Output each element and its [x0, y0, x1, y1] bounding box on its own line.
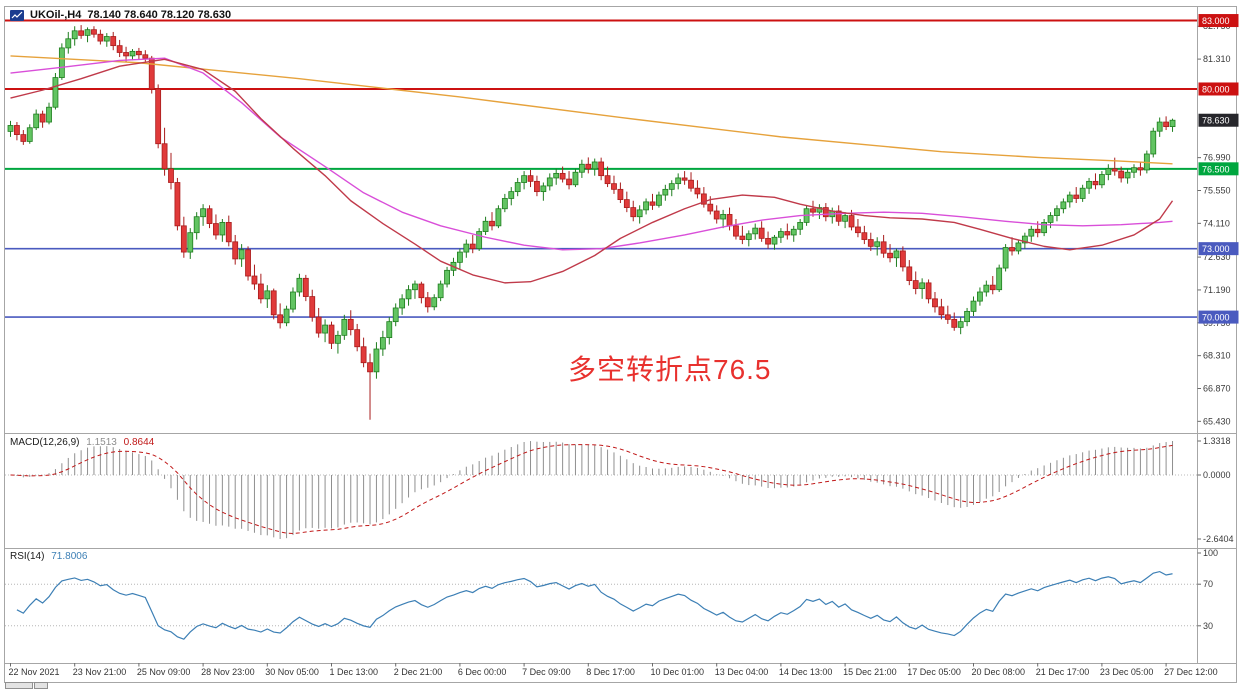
macd-axis: 1.3318 0.0000 -2.6404 [1197, 436, 1234, 544]
rsi-value: 71.8006 [51, 551, 88, 562]
svg-text:27 Dec 12:00: 27 Dec 12:00 [1164, 667, 1218, 677]
svg-text:7 Dec 09:00: 7 Dec 09:00 [522, 667, 571, 677]
macd-panel [5, 441, 1197, 539]
svg-text:66.870: 66.870 [1203, 383, 1231, 393]
symbol-period-label: UKOil-,H4 [30, 9, 82, 21]
svg-text:83.000: 83.000 [1202, 16, 1230, 26]
svg-text:13 Dec 04:00: 13 Dec 04:00 [715, 667, 769, 677]
macd-value-main: 1.1513 [86, 437, 117, 448]
svg-text:2 Dec 21:00: 2 Dec 21:00 [394, 667, 443, 677]
svg-text:80.000: 80.000 [1202, 84, 1230, 94]
svg-text:10 Dec 01:00: 10 Dec 01:00 [651, 667, 705, 677]
svg-text:30: 30 [1203, 621, 1213, 631]
time-axis: 22 Nov 2021 23 Nov 21:00 25 Nov 09:00 28 No… [9, 663, 1218, 677]
rsi-axis: 100 70 30 [1197, 548, 1218, 631]
rsi-line [16, 570, 1173, 640]
scrollbar-segment[interactable] [5, 682, 33, 689]
svg-text:70.000: 70.000 [1202, 313, 1230, 323]
chart-title: UKOil-,H4 78.140 78.640 78.120 78.630 [10, 9, 231, 21]
svg-text:68.310: 68.310 [1203, 351, 1231, 361]
svg-text:-2.6404: -2.6404 [1203, 534, 1234, 544]
svg-text:76.500: 76.500 [1202, 164, 1230, 174]
rsi-panel [5, 570, 1197, 640]
svg-text:1.3318: 1.3318 [1203, 436, 1231, 446]
svg-text:6 Dec 00:00: 6 Dec 00:00 [458, 667, 507, 677]
macd-value-signal: 0.8644 [123, 437, 155, 448]
scrollbar-segment[interactable] [34, 682, 48, 689]
svg-text:17 Dec 05:00: 17 Dec 05:00 [907, 667, 961, 677]
candles [7, 25, 1176, 420]
moving-averages [10, 55, 1174, 284]
rsi-name: RSI(14) [10, 551, 45, 562]
svg-text:0.0000: 0.0000 [1203, 470, 1231, 480]
svg-text:14 Dec 13:00: 14 Dec 13:00 [779, 667, 833, 677]
svg-text:1 Dec 13:00: 1 Dec 13:00 [330, 667, 379, 677]
svg-text:28 Nov 23:00: 28 Nov 23:00 [201, 667, 255, 677]
svg-text:20 Dec 08:00: 20 Dec 08:00 [972, 667, 1026, 677]
svg-text:22 Nov 2021: 22 Nov 2021 [9, 667, 60, 677]
macd-indicator-label: MACD(12,26,9) 1.1513 0.8644 [10, 437, 158, 448]
ohlc-readout: 78.140 78.640 78.120 78.630 [87, 9, 232, 21]
svg-text:100: 100 [1203, 548, 1218, 558]
svg-text:8 Dec 17:00: 8 Dec 17:00 [586, 667, 635, 677]
ma-fast-crimson [10, 58, 1174, 284]
svg-text:73.000: 73.000 [1202, 244, 1230, 254]
svg-text:74.110: 74.110 [1203, 218, 1230, 228]
svg-text:65.430: 65.430 [1203, 416, 1231, 426]
svg-text:75.550: 75.550 [1203, 185, 1231, 195]
svg-text:70: 70 [1203, 579, 1213, 589]
rsi-indicator-label: RSI(14) 71.8006 [10, 551, 91, 562]
svg-text:72.630: 72.630 [1203, 252, 1231, 262]
chart-frame [4, 6, 1237, 683]
svg-text:78.630: 78.630 [1202, 116, 1230, 126]
svg-text:81.310: 81.310 [1203, 54, 1231, 64]
chart-icon [10, 9, 24, 21]
svg-text:76.990: 76.990 [1203, 153, 1231, 163]
annotation-text: 多空转折点76.5 [568, 354, 772, 385]
price-axis: 82.75081.31076.99075.55074.11072.63071.1… [1197, 14, 1239, 426]
macd-name: MACD(12,26,9) [10, 437, 80, 448]
svg-text:30 Nov 05:00: 30 Nov 05:00 [265, 667, 319, 677]
macd-signal-line [10, 444, 1173, 535]
svg-text:23 Nov 21:00: 23 Nov 21:00 [73, 667, 127, 677]
svg-text:15 Dec 21:00: 15 Dec 21:00 [843, 667, 897, 677]
svg-text:21 Dec 17:00: 21 Dec 17:00 [1036, 667, 1090, 677]
svg-text:25 Nov 09:00: 25 Nov 09:00 [137, 667, 191, 677]
ma-mid-magenta [10, 57, 1173, 251]
ma-slow-orange [10, 55, 1173, 165]
svg-text:71.190: 71.190 [1203, 285, 1231, 295]
svg-text:23 Dec 05:00: 23 Dec 05:00 [1100, 667, 1154, 677]
